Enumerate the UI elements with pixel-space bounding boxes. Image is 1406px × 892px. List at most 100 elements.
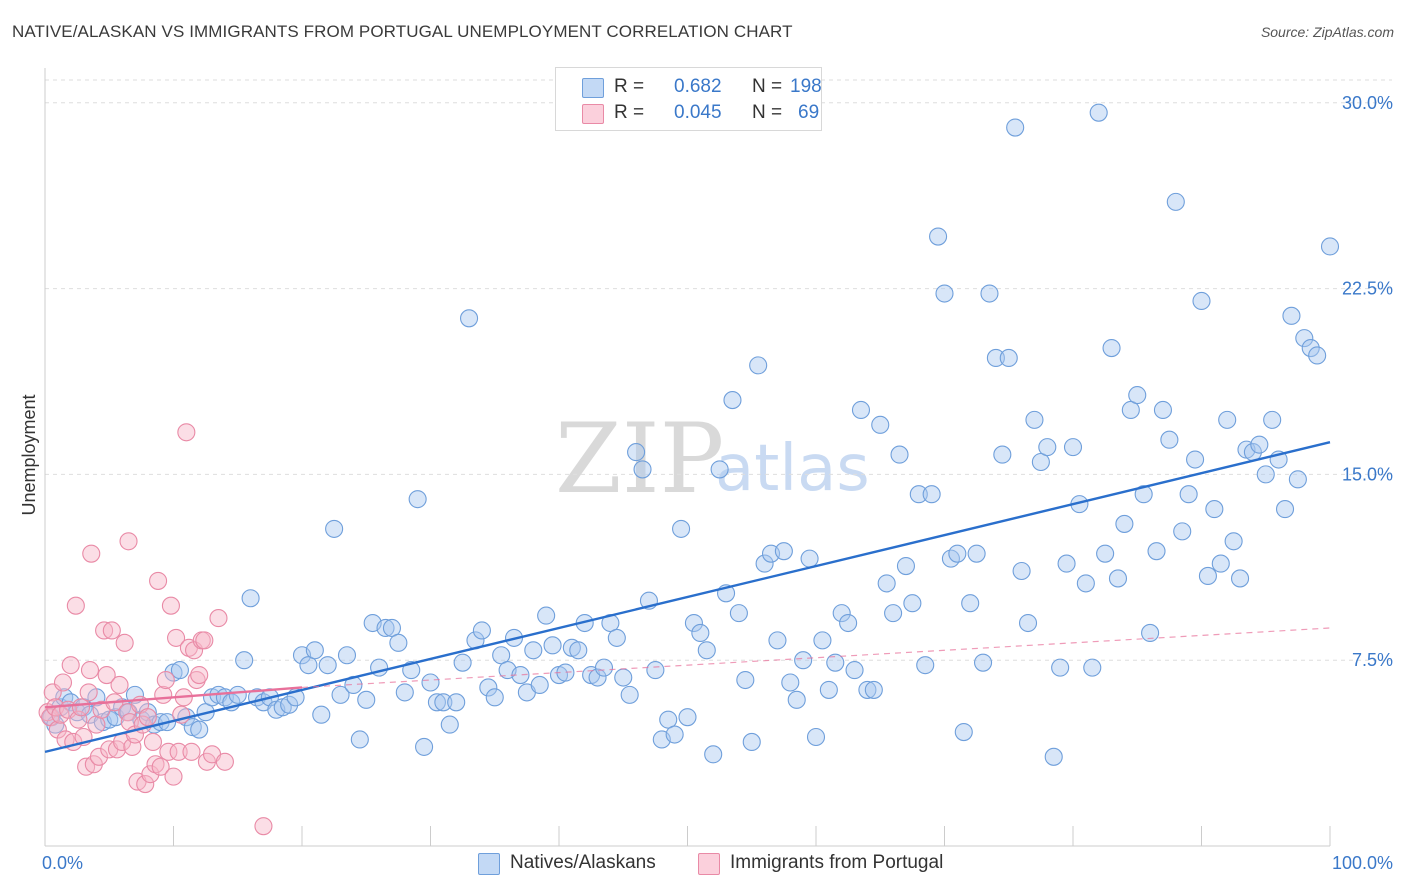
point-natives bbox=[973, 653, 993, 672]
watermark-atlas: atlas bbox=[715, 432, 870, 506]
point-portugal bbox=[187, 670, 206, 690]
point-natives bbox=[1063, 438, 1083, 457]
point-natives bbox=[845, 661, 864, 680]
grid-lines bbox=[45, 79, 1392, 661]
point-natives bbox=[986, 348, 1005, 367]
point-portugal bbox=[151, 757, 170, 776]
point-natives bbox=[1089, 103, 1108, 122]
point-portugal bbox=[209, 609, 228, 628]
point-natives bbox=[678, 708, 697, 727]
watermark-zip: ZIP bbox=[555, 403, 724, 515]
point-portugal bbox=[141, 765, 160, 784]
y-tick-label: 7.5% bbox=[1352, 650, 1393, 670]
point-natives bbox=[858, 680, 877, 699]
point-natives bbox=[800, 549, 819, 568]
point-natives bbox=[537, 606, 556, 625]
point-natives bbox=[774, 542, 793, 561]
point-natives bbox=[665, 725, 684, 744]
point-portugal bbox=[115, 633, 134, 652]
x-tick-label: 0.0% bbox=[42, 853, 83, 873]
point-natives bbox=[1147, 542, 1166, 561]
legend-n-label: N = bbox=[752, 102, 783, 123]
point-portugal bbox=[82, 544, 101, 563]
point-natives bbox=[447, 693, 466, 712]
point-portugal bbox=[161, 596, 180, 615]
point-portugal bbox=[182, 742, 201, 761]
point-natives bbox=[1320, 237, 1340, 256]
point-natives bbox=[633, 460, 652, 479]
point-natives bbox=[1263, 410, 1282, 429]
point-natives bbox=[620, 685, 639, 704]
point-natives bbox=[1231, 569, 1250, 588]
point-portugal bbox=[215, 752, 234, 771]
point-natives bbox=[1076, 574, 1095, 593]
legend-n-label: N = bbox=[752, 76, 783, 97]
point-natives bbox=[871, 415, 890, 434]
point-portugal bbox=[169, 742, 188, 761]
legend-r-label: R = bbox=[614, 76, 645, 97]
point-natives bbox=[961, 594, 980, 613]
point-natives bbox=[228, 685, 247, 704]
bottom-legend-swatch-portugal bbox=[698, 853, 720, 875]
point-natives bbox=[1275, 500, 1295, 519]
legend-n-value: 69 bbox=[798, 102, 820, 123]
point-portugal bbox=[190, 666, 209, 685]
point-natives bbox=[1224, 532, 1243, 551]
point-natives bbox=[440, 715, 459, 734]
point-natives bbox=[485, 688, 504, 707]
point-natives bbox=[806, 727, 826, 747]
point-natives bbox=[1038, 438, 1057, 457]
point-natives bbox=[1141, 623, 1160, 642]
point-natives bbox=[569, 641, 588, 660]
point-natives bbox=[813, 631, 832, 650]
point-natives bbox=[472, 621, 491, 640]
point-natives bbox=[190, 720, 209, 739]
point-portugal bbox=[110, 675, 129, 695]
point-natives bbox=[1256, 465, 1275, 484]
point-natives bbox=[1186, 450, 1205, 469]
point-natives bbox=[1160, 430, 1179, 449]
point-portugal bbox=[164, 767, 183, 786]
point-natives bbox=[864, 680, 883, 699]
trend-line-extension bbox=[301, 627, 1331, 689]
point-natives bbox=[235, 651, 254, 670]
point-natives bbox=[922, 485, 941, 504]
point-natives bbox=[1192, 291, 1211, 311]
point-portugal bbox=[149, 571, 168, 590]
point-natives bbox=[1096, 544, 1115, 563]
correlation-legend: R = 0.682 N = 198 R = 0.045 N = 69 bbox=[555, 67, 822, 131]
point-portugal bbox=[119, 532, 138, 551]
point-natives bbox=[1301, 338, 1320, 358]
point-portugal bbox=[97, 666, 116, 685]
point-natives bbox=[1295, 329, 1314, 348]
point-portugal bbox=[159, 742, 178, 761]
point-natives bbox=[1083, 658, 1102, 677]
point-portugal bbox=[95, 621, 114, 640]
point-portugal bbox=[102, 621, 121, 640]
point-natives bbox=[1057, 554, 1076, 573]
point-natives bbox=[543, 636, 562, 655]
chart-title: NATIVE/ALASKAN VS IMMIGRANTS FROM PORTUG… bbox=[12, 22, 793, 41]
point-natives bbox=[453, 653, 472, 672]
point-natives bbox=[723, 391, 742, 410]
point-portugal bbox=[177, 423, 196, 442]
point-natives bbox=[376, 618, 395, 638]
point-natives bbox=[1006, 118, 1025, 137]
point-natives bbox=[1250, 435, 1269, 454]
y-tick-label: 30.0% bbox=[1342, 93, 1393, 113]
y-tick-label: 15.0% bbox=[1342, 464, 1393, 484]
point-natives bbox=[1108, 569, 1128, 588]
point-portugal bbox=[79, 683, 98, 702]
point-natives bbox=[1198, 566, 1217, 586]
point-portugal bbox=[146, 755, 165, 774]
point-natives bbox=[305, 641, 324, 660]
point-natives bbox=[672, 519, 691, 538]
point-natives bbox=[427, 693, 446, 712]
point-natives bbox=[903, 594, 922, 613]
series-natives bbox=[42, 103, 1340, 766]
point-natives bbox=[1179, 485, 1198, 504]
point-natives bbox=[389, 633, 408, 652]
legend-r-value: 0.682 bbox=[674, 76, 722, 97]
point-portugal bbox=[61, 656, 80, 675]
